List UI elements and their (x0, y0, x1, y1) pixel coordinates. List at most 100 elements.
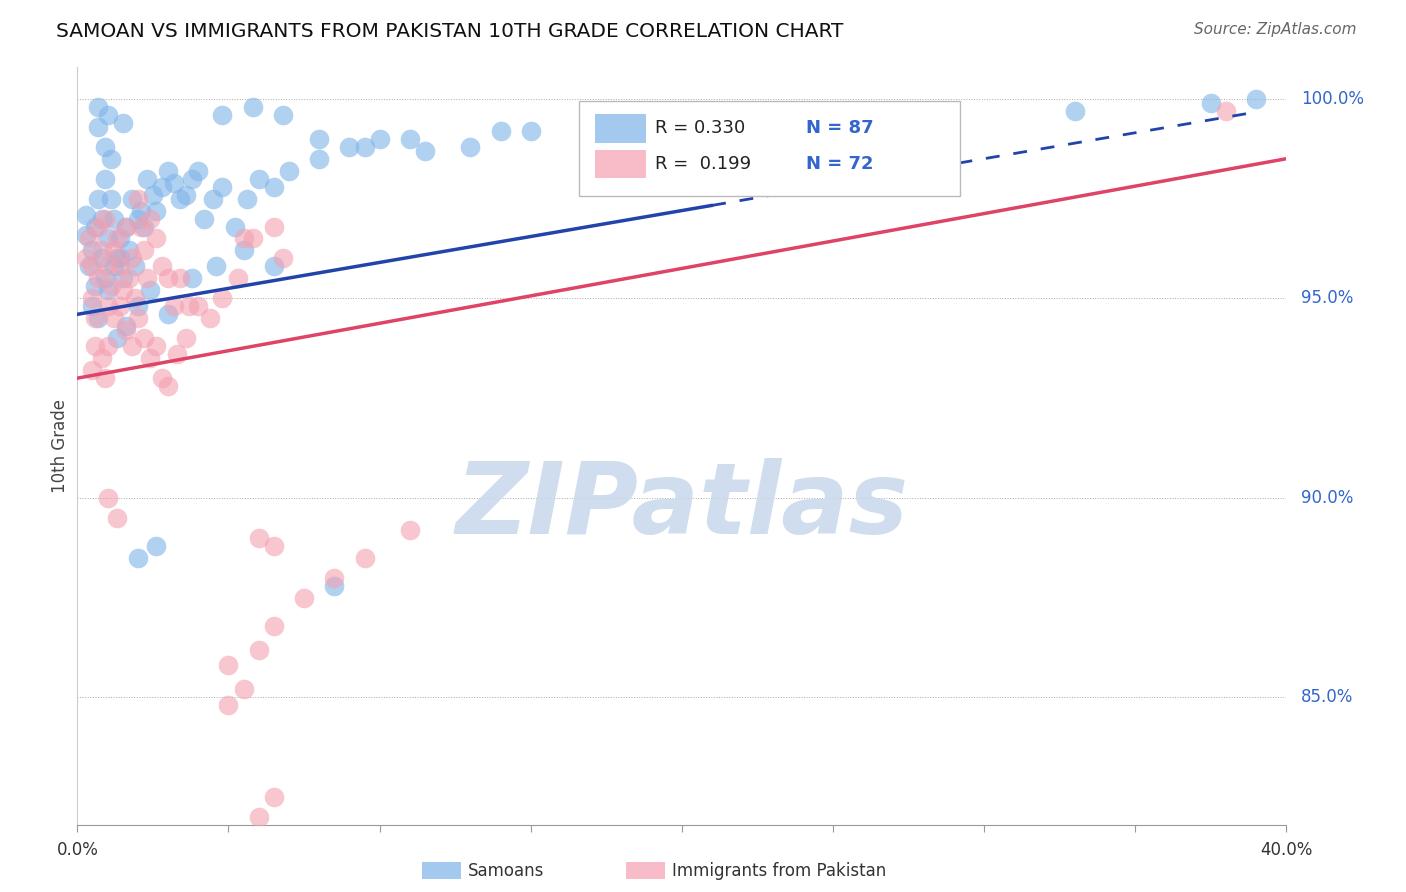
Point (181, 271, 204, 285)
Text: ZIPatlas: ZIPatlas (456, 458, 908, 555)
Point (292, 591, 315, 605)
Point (121, 339, 143, 353)
Point (232, 244, 254, 258)
Point (96, 491, 118, 505)
Point (308, 152, 330, 166)
Point (1246, 92, 1268, 106)
Point (100, 152, 122, 166)
Point (179, 299, 201, 313)
Point (263, 539, 285, 553)
Point (105, 252, 128, 266)
Text: R = 0.330: R = 0.330 (655, 120, 745, 137)
Point (127, 211, 149, 226)
Point (129, 219, 152, 234)
Point (247, 171, 270, 186)
Point (139, 351, 162, 366)
Point (75, 208, 97, 222)
Point (211, 291, 233, 305)
Point (103, 244, 125, 258)
Text: Immigrants from Pakistan: Immigrants from Pakistan (672, 862, 886, 880)
Point (163, 176, 186, 190)
Point (278, 163, 301, 178)
Point (150, 260, 173, 274)
Point (90, 244, 112, 258)
Point (271, 252, 294, 266)
Text: 40.0%: 40.0% (1260, 841, 1313, 859)
Text: 85.0%: 85.0% (1301, 689, 1354, 706)
Point (90, 211, 112, 226)
Point (111, 116, 134, 130)
Point (353, 139, 375, 153)
Point (84, 219, 107, 234)
Point (108, 252, 131, 266)
Point (96, 260, 118, 274)
Point (145, 539, 167, 553)
Point (323, 579, 346, 593)
Point (90, 351, 112, 366)
Point (96, 108, 118, 122)
Point (84, 339, 107, 353)
Point (337, 139, 360, 153)
Point (1199, 95, 1222, 110)
Point (93, 211, 115, 226)
Point (187, 299, 209, 313)
Point (103, 260, 125, 274)
Text: 95.0%: 95.0% (1301, 289, 1354, 308)
Text: 100.0%: 100.0% (1301, 90, 1364, 108)
Point (103, 211, 125, 226)
Point (169, 192, 191, 206)
Point (108, 299, 131, 313)
Point (218, 698, 240, 713)
Point (135, 271, 157, 285)
Text: N = 87: N = 87 (807, 120, 875, 137)
Point (671, 108, 693, 122)
Text: 0.0%: 0.0% (56, 841, 98, 859)
Point (82, 291, 104, 305)
Point (242, 231, 264, 245)
Point (132, 331, 155, 345)
Point (90, 252, 112, 266)
Point (114, 219, 136, 234)
Point (87, 311, 110, 326)
Point (132, 219, 155, 234)
Point (127, 311, 149, 326)
Text: 90.0%: 90.0% (1301, 489, 1354, 507)
Point (581, 132, 603, 146)
Point (308, 132, 330, 146)
Point (75, 227, 97, 242)
Point (399, 523, 422, 537)
Text: Source: ZipAtlas.com: Source: ZipAtlas.com (1194, 22, 1357, 37)
Point (114, 219, 136, 234)
Point (166, 347, 188, 361)
Point (242, 100, 264, 114)
Point (702, 116, 724, 130)
Point (368, 132, 391, 146)
Point (135, 171, 157, 186)
Point (211, 108, 233, 122)
Point (108, 260, 131, 274)
Point (232, 682, 254, 697)
Point (458, 139, 481, 153)
Point (1215, 103, 1237, 118)
Point (413, 144, 436, 158)
Point (247, 810, 270, 824)
Point (96, 299, 118, 313)
Y-axis label: 10th Grade: 10th Grade (51, 399, 69, 493)
Point (139, 284, 162, 298)
Point (157, 379, 180, 393)
Point (87, 100, 110, 114)
Point (224, 219, 246, 234)
Point (263, 790, 285, 805)
Point (127, 299, 149, 313)
Point (145, 339, 167, 353)
Point (139, 211, 162, 226)
Point (105, 511, 128, 525)
Point (111, 271, 134, 285)
Text: R =  0.199: R = 0.199 (655, 155, 751, 173)
Point (100, 192, 122, 206)
Point (263, 618, 285, 632)
Point (121, 192, 143, 206)
Point (641, 124, 664, 138)
Point (247, 642, 270, 657)
Point (150, 371, 173, 385)
